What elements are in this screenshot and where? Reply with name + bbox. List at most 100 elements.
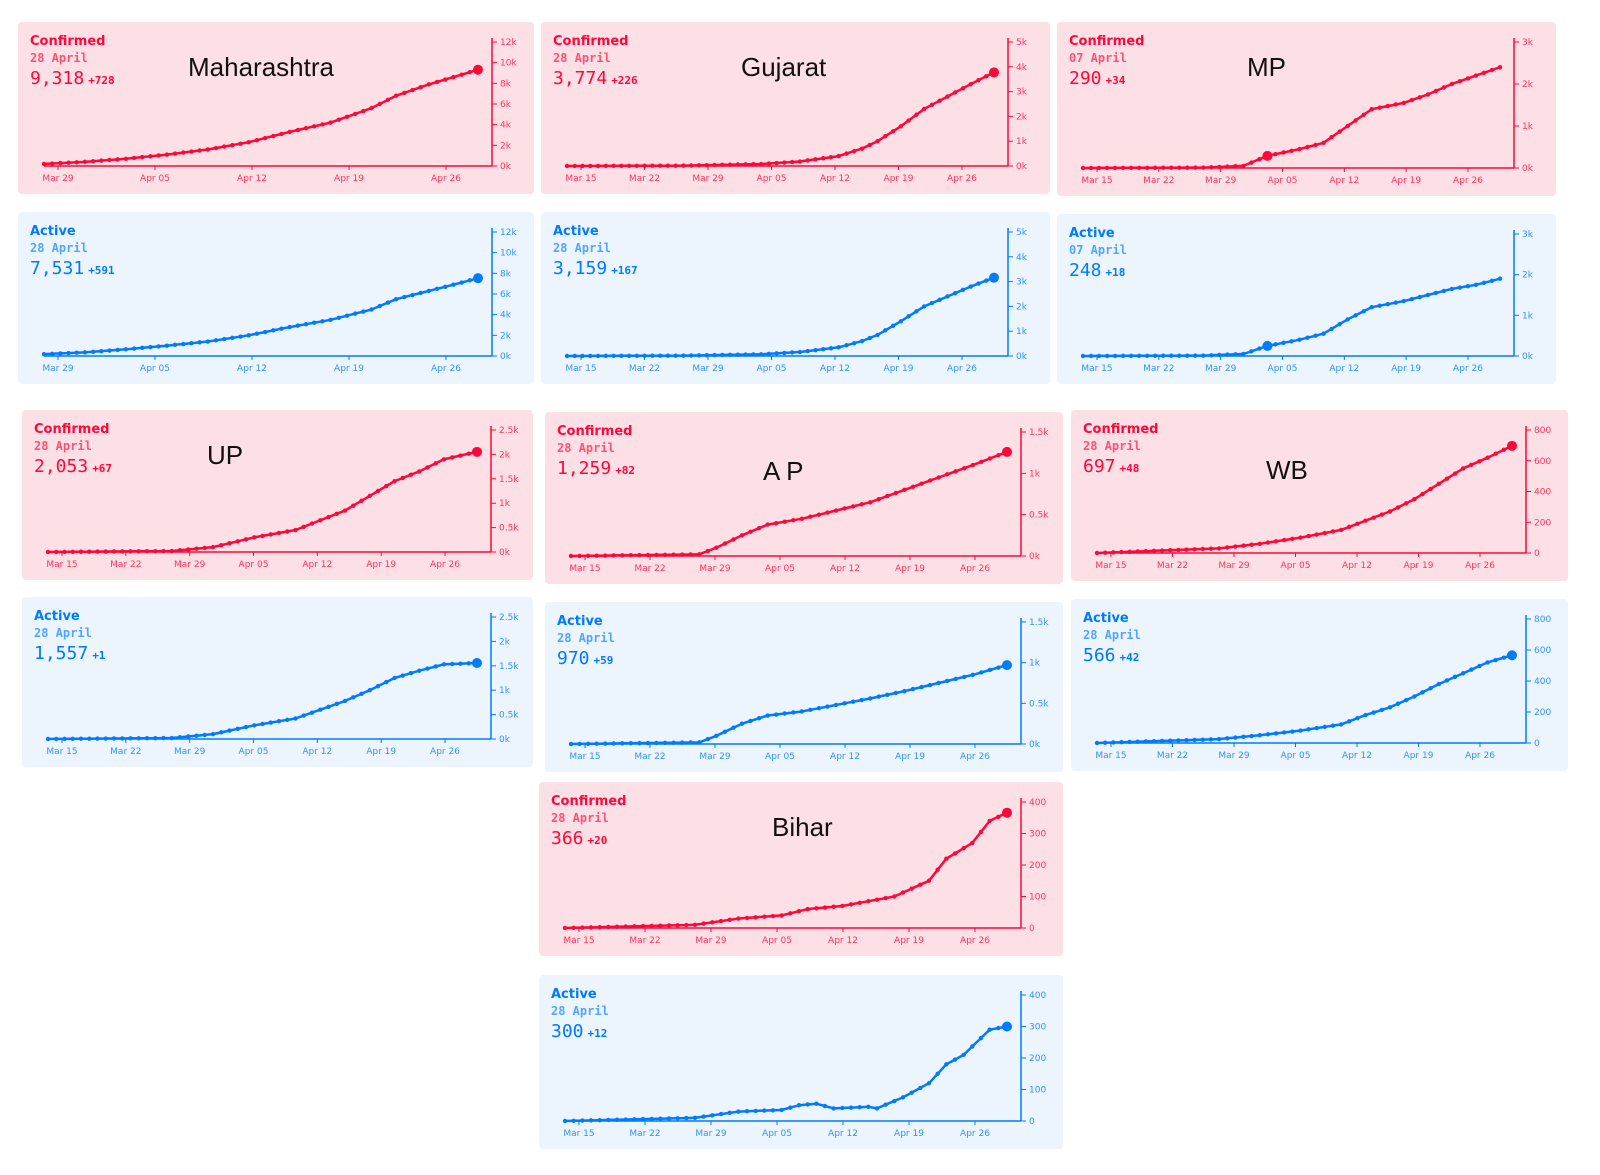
data-point <box>367 493 372 499</box>
data-point <box>1200 546 1205 552</box>
data-point <box>202 545 207 551</box>
data-point <box>883 134 888 139</box>
metric-label: Confirmed <box>34 422 110 437</box>
data-point <box>748 529 753 534</box>
metric-value: 9,318 +728 <box>30 68 115 89</box>
data-point <box>797 159 803 164</box>
data-point <box>1469 462 1474 468</box>
y-tick-label: 8k <box>500 79 512 89</box>
x-tick-label: Apr 12 <box>1342 561 1372 571</box>
data-point <box>1144 353 1150 358</box>
data-point <box>987 1027 992 1032</box>
data-point <box>782 711 787 716</box>
data-point <box>1337 129 1342 134</box>
data-point <box>722 729 728 734</box>
data-point <box>1493 657 1498 663</box>
data-point <box>568 741 574 747</box>
data-point <box>161 548 166 554</box>
data-point <box>1111 740 1116 745</box>
x-tick-label: Mar 22 <box>629 364 660 374</box>
data-point <box>758 161 764 167</box>
line-chart: 0k 1k 2k 3k 4k 5k Mar 15 Mar 22 Mar 29 Apr 05 Apr … <box>564 228 1028 374</box>
data-point <box>58 351 63 356</box>
data-point <box>318 518 323 523</box>
data-point <box>1169 165 1174 170</box>
data-point <box>595 353 601 359</box>
data-point <box>1347 719 1352 724</box>
x-tick-label: Mar 22 <box>1143 364 1174 374</box>
data-point <box>1104 165 1110 171</box>
data-point <box>131 155 137 161</box>
data-point <box>103 549 108 554</box>
data-point <box>968 284 973 289</box>
data-point <box>352 111 358 117</box>
x-tick-label: Apr 12 <box>1342 751 1372 761</box>
data-point <box>890 129 896 134</box>
data-point <box>875 332 880 338</box>
data-point <box>1338 527 1344 533</box>
data-point <box>221 144 227 149</box>
data-point <box>902 688 907 694</box>
data-point <box>632 1117 637 1122</box>
data-point <box>645 740 651 746</box>
data-point <box>268 720 273 725</box>
x-tick-label: Mar 22 <box>1157 561 1188 571</box>
data-point <box>418 85 423 90</box>
data-point <box>735 162 740 167</box>
data-point <box>859 502 864 507</box>
metric-label: Active <box>34 609 80 624</box>
data-point <box>1306 533 1311 539</box>
y-tick-label: 100 <box>1029 893 1046 903</box>
data-point <box>301 524 306 529</box>
x-tick-label: Apr 12 <box>237 174 267 184</box>
metric-delta: +20 <box>587 834 608 847</box>
data-point <box>99 348 104 354</box>
maharashtra-active-panel: 0k 2k 4k 6k 8k 10k 12k Mar 29 Apr 05 Apr 12 Apr 19… <box>18 212 534 384</box>
data-point <box>580 925 585 930</box>
data-point <box>743 352 748 357</box>
data-point <box>996 665 1001 670</box>
data-point <box>213 338 219 343</box>
data-point <box>892 1098 897 1104</box>
data-point <box>433 664 438 669</box>
data-point <box>673 353 678 358</box>
metric-count: 3,774 <box>553 68 608 89</box>
data-point <box>976 78 981 83</box>
x-tick-label: Apr 05 <box>1268 364 1298 374</box>
metric-value: 3,159 +167 <box>553 258 638 279</box>
data-point <box>262 329 268 335</box>
data-point <box>1120 353 1126 359</box>
data-point <box>679 552 685 557</box>
data-point <box>408 472 414 477</box>
data-point <box>619 163 624 169</box>
data-point <box>788 911 793 916</box>
data-point <box>840 1105 845 1111</box>
data-point <box>1209 165 1214 170</box>
data-point <box>765 522 770 527</box>
y-tick-label: 0 <box>1029 1117 1035 1127</box>
data-point <box>1208 737 1214 742</box>
y-tick-label: 2k <box>499 637 511 647</box>
metric-count: 366 <box>551 828 584 849</box>
data-point <box>451 74 456 80</box>
data-point <box>774 351 779 356</box>
data-point <box>564 353 570 359</box>
y-tick-label: 1k <box>499 686 511 696</box>
data-point <box>1224 736 1230 741</box>
data-point <box>921 106 927 112</box>
y-tick-label: 1k <box>1029 469 1041 479</box>
data-point <box>874 897 880 902</box>
data-point <box>1425 292 1431 298</box>
data-point <box>906 118 911 123</box>
data-point <box>1102 740 1108 745</box>
highlight-point <box>1507 650 1517 661</box>
data-point <box>926 878 932 883</box>
data-point <box>866 1104 871 1110</box>
data-point <box>585 553 591 558</box>
x-tick-label: Apr 19 <box>334 364 364 374</box>
data-point <box>107 348 112 353</box>
data-point <box>814 906 819 911</box>
x-tick-label: Apr 26 <box>1453 364 1483 374</box>
data-point <box>1404 697 1409 703</box>
data-point <box>136 736 141 741</box>
